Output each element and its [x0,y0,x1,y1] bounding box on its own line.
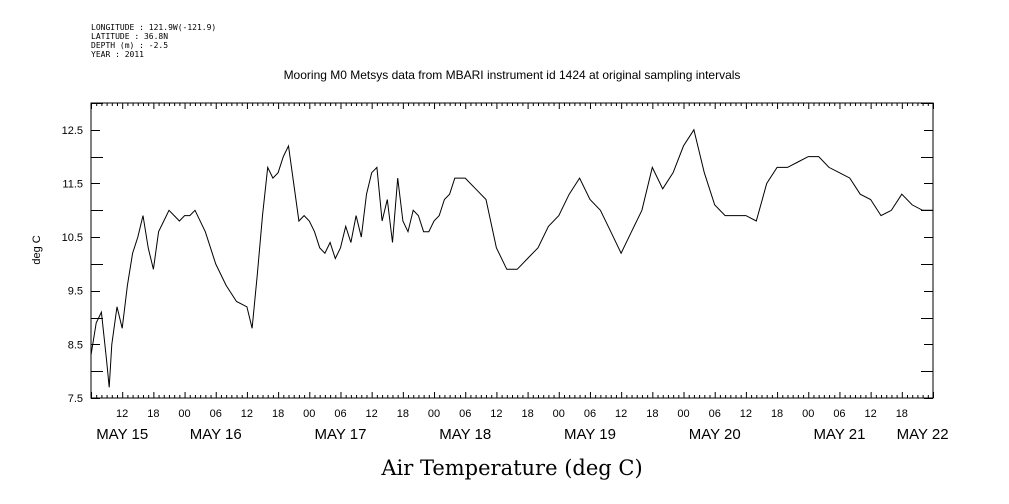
x-tick-label: 00 [553,408,565,420]
x-tick-label: 18 [896,408,908,420]
x-date-label: MAY 20 [689,426,741,443]
x-axis-tick-labels: 12 18 00 06 12 18 00 06 12 18 00 06 12 18 00 06 12 18 00 06… [116,408,908,420]
x-tick-label: 06 [709,408,721,420]
series-line [90,128,933,388]
x-tick-label: 06 [833,408,845,420]
x-date-label: MAY 16 [190,426,242,443]
x-tick-label: 00 [178,408,190,420]
x-tick-label: 00 [802,408,814,420]
year-label: YEAR : 2011 [91,50,144,59]
y-tick-label: 11.5 [62,178,83,190]
chart-title: Mooring M0 Metsys data from MBARI instru… [284,68,741,82]
x-tick-label: 18 [272,408,284,420]
x-tick-label: 12 [366,408,378,420]
y-axis-ticks [91,103,933,399]
x-tick-label: 12 [490,408,502,420]
depth-label: DEPTH (m) : -2.5 [91,41,168,50]
y-tick-label: 10.5 [62,232,83,244]
y-tick-label: 12.5 [62,125,83,137]
x-tick-label: 12 [740,408,752,420]
x-tick-label: 00 [428,408,440,420]
x-tick-label: 18 [397,408,409,420]
x-tick-label: 06 [334,408,346,420]
y-axis-label: deg C [31,235,43,264]
x-date-label: MAY 15 [96,426,148,443]
x-axis-label: Air Temperature (deg C) [380,456,642,480]
y-tick-label: 7.5 [68,393,83,405]
y-axis-tick-labels: 12.5 11.5 10.5 9.5 8.5 7.5 [62,125,83,405]
x-tick-label: 12 [615,408,627,420]
x-tick-label: 06 [210,408,222,420]
x-tick-label: 12 [116,408,128,420]
longitude-label: LONGITUDE : 121.9W(-121.9) [91,23,216,32]
x-tick-label: 18 [521,408,533,420]
x-axis-date-labels: MAY 15 MAY 16 MAY 17 MAY 18 MAY 19 MAY 20 MAY … [96,426,948,443]
x-axis-ticks [91,103,934,398]
x-tick-label: 00 [303,408,315,420]
x-date-label: MAY 21 [813,426,865,443]
plot-frame [90,102,934,399]
x-date-label: MAY 17 [314,426,366,443]
x-tick-label: 06 [584,408,596,420]
x-tick-label: 06 [459,408,471,420]
x-tick-label: 18 [646,408,658,420]
x-tick-label: 00 [677,408,689,420]
y-tick-label: 9.5 [68,286,83,298]
x-date-label: MAY 22 [897,426,949,443]
x-date-label: MAY 18 [439,426,491,443]
y-tick-label: 8.5 [68,339,83,351]
latitude-label: LATITUDE : 36.8N [91,32,168,41]
x-date-label: MAY 19 [564,426,616,443]
x-tick-label: 18 [147,408,159,420]
x-tick-label: 12 [865,408,877,420]
x-tick-label: 18 [771,408,783,420]
x-tick-label: 12 [241,408,253,420]
